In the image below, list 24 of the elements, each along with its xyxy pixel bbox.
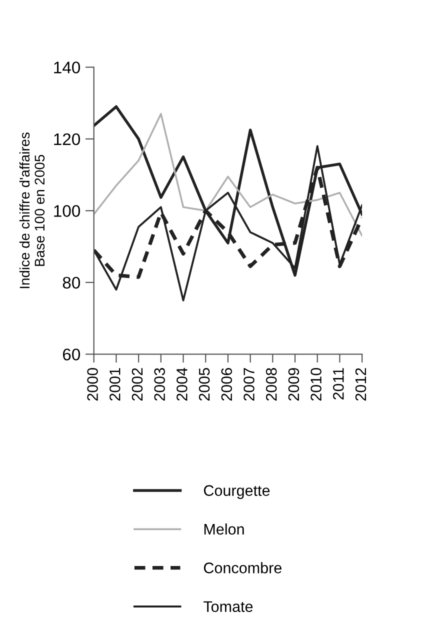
x-tick-label: 2003 xyxy=(154,368,166,401)
y-tick-label: 120 xyxy=(54,133,80,146)
y-tick-label: 60 xyxy=(62,348,80,360)
x-tick-label: 2006 xyxy=(221,368,232,401)
y-tick-label: 140 xyxy=(54,62,80,74)
x-tick-label: 2007 xyxy=(244,368,254,401)
x-tick-label: 2001 xyxy=(110,368,120,401)
x-tick-label: 2004 xyxy=(176,368,188,401)
x-tick-label: 2009 xyxy=(288,368,300,401)
y-tick-label: 80 xyxy=(62,276,80,289)
legend-label: Tomate xyxy=(204,601,253,612)
legend-label: Courgette xyxy=(204,485,270,499)
x-tick-label: 2002 xyxy=(132,368,143,401)
y-tick-label: 100 xyxy=(54,205,80,217)
x-tick-label: 2011 xyxy=(333,368,344,400)
x-tick-label: 2010 xyxy=(310,368,322,401)
legend-label: Melon xyxy=(204,523,244,535)
y-axis-title: Indice de chiffre d'affaires Base 100 en 2005 xyxy=(19,132,45,288)
x-tick-label: 2012 xyxy=(355,368,366,401)
legend-label: Concombre xyxy=(204,562,282,574)
x-tick-label: 2005 xyxy=(198,368,210,401)
x-tick-label: 2008 xyxy=(266,368,277,401)
x-tick-label: 2000 xyxy=(87,368,98,401)
line-series xyxy=(94,112,362,237)
